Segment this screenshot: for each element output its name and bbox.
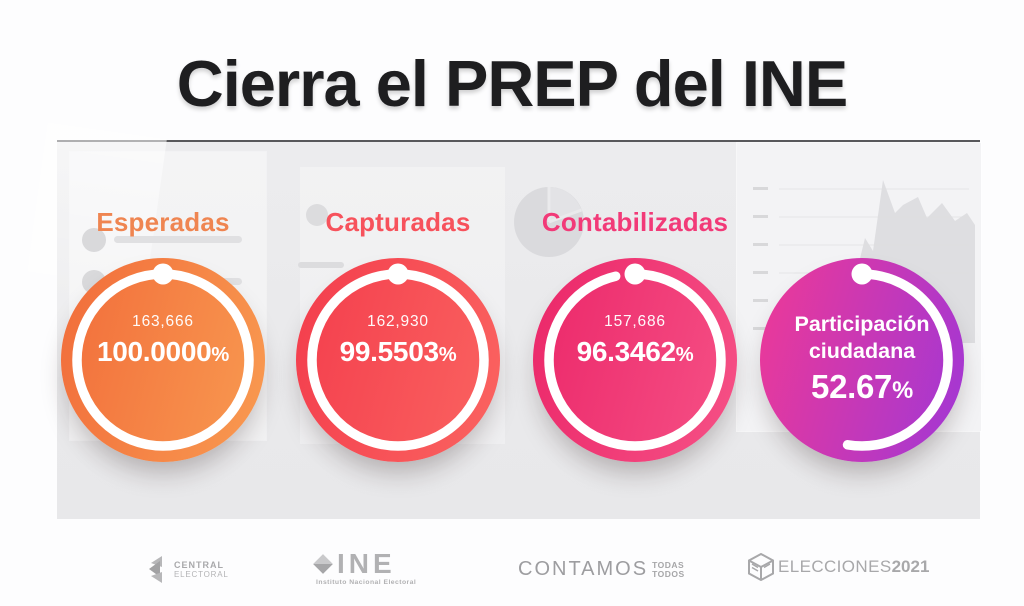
percent-value: 99.5503% — [339, 335, 457, 367]
logo-ine: INE Instituto Nacional Electoral — [313, 548, 417, 586]
logo-contamos: CONTAMOS TODAS TODOS — [518, 558, 685, 581]
count-value: 163,666 — [132, 312, 194, 330]
contamos-wordmark: CONTAMOS — [518, 558, 649, 580]
progress-circle: Participación ciudadana 52.67% — [760, 258, 964, 462]
progress-ring-icon — [307, 263, 489, 451]
percent-sign: % — [892, 376, 913, 404]
pie-chart-icon — [514, 187, 584, 257]
page-title: Cierra el PREP del INE — [176, 47, 848, 120]
gauge-label: Capturadas — [325, 207, 471, 237]
avatar-dot-decoration — [306, 204, 328, 226]
elecciones-year: 2021 — [891, 557, 930, 576]
contamos-stack-todas: TODAS — [652, 559, 685, 570]
percent-value: 96.3462% — [576, 335, 694, 367]
contamos-stack-todos: TODOS — [652, 568, 685, 579]
progress-circle: 157,686 96.3462% — [533, 258, 737, 462]
avatar-dot-decoration — [82, 228, 106, 252]
gauge-inner-title-line2: ciudadana — [808, 338, 916, 363]
text-line-decoration — [298, 262, 344, 268]
percent-sign: % — [675, 343, 694, 366]
progress-ring-icon — [771, 263, 953, 451]
gauge-inner-title-line1: Participación — [794, 311, 930, 336]
elecciones-cube-icon — [748, 553, 774, 581]
central-electoral-icon — [149, 556, 162, 583]
count-value: 162,930 — [367, 312, 429, 330]
gauge-label: Esperadas — [96, 207, 230, 237]
central-electoral-line1: CENTRAL — [174, 560, 224, 570]
percent-value: 52.67% — [811, 367, 913, 405]
progress-circle: 163,666 100.0000% — [61, 258, 265, 462]
gauge-capturadas: Capturadas 162,930 99.5503% — [293, 205, 503, 467]
progress-ring-icon — [72, 263, 254, 451]
elecciones-wordmark: ELECCIONES — [778, 557, 892, 576]
gauge-label: Contabilizadas — [541, 207, 729, 237]
percent-value: 100.0000% — [96, 335, 229, 367]
gauge-esperadas: Esperadas 163,666 100.0000% — [58, 205, 268, 467]
ine-subtitle: Instituto Nacional Electoral — [316, 579, 417, 586]
ine-wordmark: INE — [337, 548, 396, 579]
progress-ring-icon — [544, 263, 726, 451]
progress-circle: 162,930 99.5503% — [296, 258, 500, 462]
percent-sign: % — [438, 343, 457, 366]
percent-sign: % — [211, 343, 229, 366]
logo-elecciones-2021: ELECCIONES 2021 — [748, 553, 929, 581]
text-line-decoration — [114, 236, 242, 243]
ine-diamond-icon — [313, 554, 333, 574]
central-electoral-line2: ELECTORAL — [174, 570, 229, 579]
gauge-participacion: Participación ciudadana 52.67% — [757, 205, 967, 467]
gauge-contabilizadas: Contabilizadas 157,686 96.3462% — [530, 205, 740, 467]
count-value: 157,686 — [604, 312, 666, 330]
logo-central-electoral: CENTRAL ELECTORAL — [148, 556, 229, 583]
